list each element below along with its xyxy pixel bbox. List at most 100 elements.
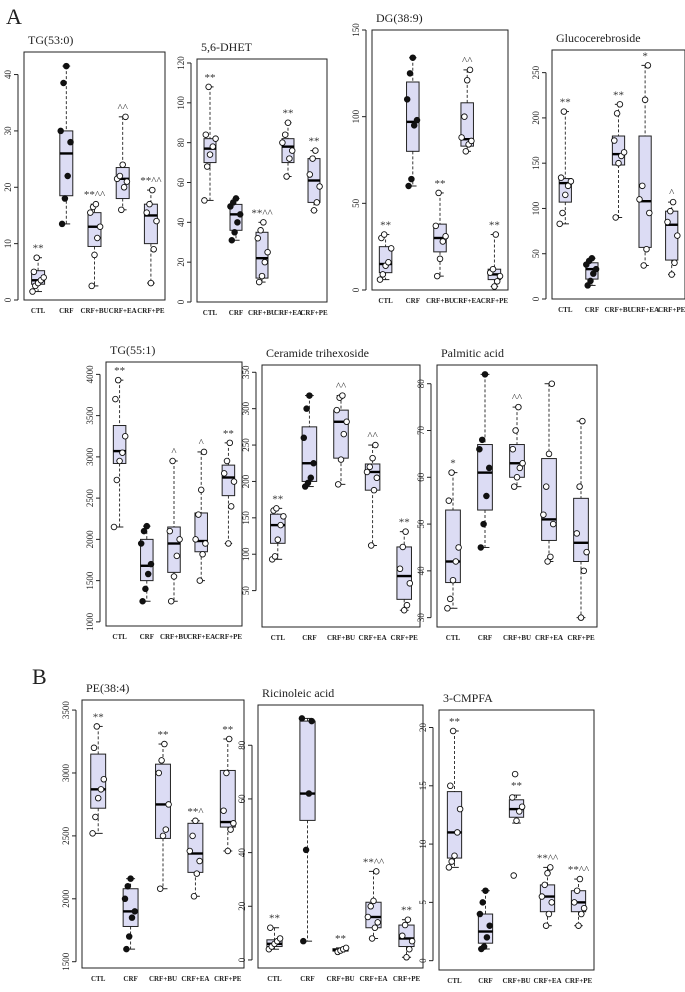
data-point bbox=[446, 595, 454, 603]
data-point bbox=[167, 598, 175, 605]
data-point bbox=[379, 271, 387, 278]
data-point bbox=[403, 601, 411, 609]
box-crf-bu: **^^ CRF+BU bbox=[80, 189, 108, 315]
data-point bbox=[516, 464, 524, 472]
data-point bbox=[40, 274, 47, 281]
iqr-box bbox=[477, 444, 493, 511]
box-crf-ea: CRF+EA bbox=[535, 380, 563, 642]
data-point bbox=[264, 248, 271, 256]
iqr-box bbox=[406, 81, 420, 152]
data-point bbox=[476, 910, 484, 918]
y-tick-label: 50 bbox=[241, 586, 251, 596]
significance-label: ** bbox=[269, 913, 280, 925]
data-point bbox=[403, 96, 411, 103]
data-point bbox=[483, 934, 491, 941]
data-point bbox=[549, 520, 557, 528]
box-ctl: ** CTL bbox=[110, 365, 129, 641]
y-tick-label: 120 bbox=[176, 56, 186, 70]
box-crf-bu: ^^ CRF+BU bbox=[503, 392, 531, 642]
box-crf-ea: ^^ CRF+EA bbox=[109, 102, 137, 315]
iqr-box bbox=[299, 720, 316, 821]
data-point bbox=[447, 782, 454, 790]
data-point bbox=[150, 246, 157, 253]
data-point bbox=[456, 805, 464, 813]
data-point bbox=[231, 229, 238, 236]
data-point bbox=[261, 258, 269, 266]
box-crf: CRF bbox=[227, 195, 244, 317]
box-ctl: ** CTL bbox=[89, 711, 108, 983]
section-label-b: B bbox=[32, 664, 47, 689]
data-point bbox=[224, 847, 232, 855]
data-point bbox=[548, 899, 555, 906]
box-crf-pe: ^ CRF+PE bbox=[658, 187, 685, 314]
data-point bbox=[334, 481, 342, 488]
data-point bbox=[509, 445, 517, 453]
data-point bbox=[337, 456, 345, 463]
data-point bbox=[197, 486, 205, 494]
data-point bbox=[396, 565, 404, 573]
data-point bbox=[376, 276, 384, 283]
data-point bbox=[223, 769, 230, 777]
box-ctl: ** CTL bbox=[29, 243, 47, 315]
chart-panel-8: PE(38:4) 1500 2000 2500 3000 3500 ** CTL CRF ** CR… bbox=[61, 681, 245, 983]
data-point bbox=[444, 605, 451, 612]
data-point bbox=[463, 77, 471, 84]
data-point bbox=[579, 417, 586, 425]
iqr-box bbox=[573, 497, 589, 563]
data-point bbox=[454, 829, 461, 836]
chart-panel-2: 5,6-DHET 0 20 40 60 80 100 120 ** CTL CRF **^^ CRF+B… bbox=[176, 40, 328, 317]
y-tick-label: 80 bbox=[237, 740, 247, 750]
data-point bbox=[230, 820, 237, 827]
x-tick-label: CRF+PE bbox=[393, 975, 421, 983]
significance-label: ** bbox=[435, 178, 446, 190]
iqr-box bbox=[396, 546, 412, 600]
data-point bbox=[124, 882, 132, 890]
significance-label: ** bbox=[222, 724, 233, 736]
data-point bbox=[410, 122, 418, 129]
significance-label: ** bbox=[272, 493, 283, 505]
data-point bbox=[125, 933, 133, 940]
data-point bbox=[310, 460, 317, 467]
data-point bbox=[405, 182, 412, 190]
data-point bbox=[206, 151, 214, 158]
data-point bbox=[620, 149, 628, 156]
box-crf: CRF bbox=[300, 392, 318, 642]
x-tick-label: CRF+EA bbox=[187, 633, 215, 641]
data-point bbox=[433, 272, 441, 280]
data-point bbox=[280, 513, 287, 520]
data-point bbox=[220, 807, 227, 814]
y-tick-label: 20 bbox=[237, 901, 247, 911]
significance-label: **^^ bbox=[251, 207, 273, 219]
data-point bbox=[580, 904, 588, 912]
data-point bbox=[309, 155, 316, 162]
x-tick-label: CTL bbox=[558, 306, 573, 314]
data-point bbox=[592, 265, 600, 273]
x-tick-label: CRF+PE bbox=[214, 975, 242, 983]
box-crf-bu: ** CRF+BU bbox=[426, 178, 454, 305]
box-ctl: ** CTL bbox=[445, 716, 464, 985]
data-point bbox=[170, 573, 178, 580]
significance-label: ** bbox=[158, 729, 169, 741]
data-point bbox=[452, 558, 460, 565]
data-point bbox=[196, 857, 203, 865]
x-tick-label: CTL bbox=[112, 633, 127, 641]
data-point bbox=[519, 460, 526, 467]
data-point bbox=[435, 189, 442, 197]
data-point bbox=[302, 846, 310, 854]
data-point bbox=[455, 544, 462, 551]
significance-label: * bbox=[642, 50, 648, 62]
x-tick-label: CRF bbox=[59, 307, 73, 315]
plot-frame bbox=[551, 49, 685, 300]
data-point bbox=[636, 196, 643, 203]
data-point bbox=[368, 935, 376, 942]
x-tick-label: CRF+PE bbox=[391, 634, 419, 642]
data-point bbox=[195, 511, 202, 518]
data-point bbox=[116, 457, 123, 465]
data-point bbox=[232, 195, 240, 202]
data-point bbox=[305, 790, 313, 797]
box-crf-pe: **^^ CRF+PE bbox=[565, 864, 593, 985]
data-point bbox=[91, 251, 98, 259]
data-point bbox=[201, 197, 208, 204]
box-crf-ea: * CRF+EA bbox=[631, 50, 659, 314]
iqr-box bbox=[203, 138, 217, 164]
